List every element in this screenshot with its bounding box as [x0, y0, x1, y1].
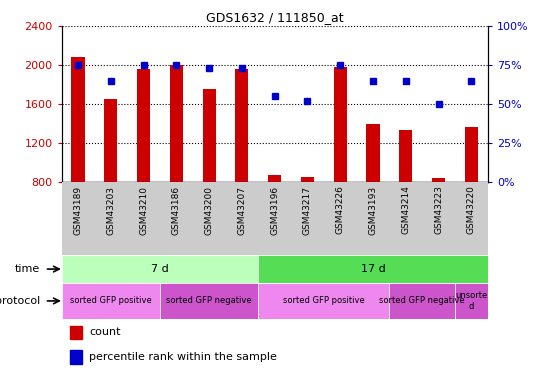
Text: sorted GFP positive: sorted GFP positive — [70, 296, 152, 305]
Bar — [399, 130, 412, 182]
Bar — [62, 255, 258, 283]
Text: GSM43226: GSM43226 — [336, 186, 345, 234]
Text: count: count — [90, 327, 121, 338]
Text: time: time — [15, 264, 40, 274]
Bar — [70, 350, 82, 364]
Bar — [170, 65, 183, 182]
Bar — [268, 175, 281, 182]
Bar — [432, 178, 445, 182]
Text: protocol: protocol — [0, 296, 40, 306]
Text: GSM43186: GSM43186 — [172, 186, 181, 235]
Bar — [258, 255, 488, 283]
Bar — [235, 69, 249, 182]
Title: GDS1632 / 111850_at: GDS1632 / 111850_at — [206, 11, 344, 24]
Text: GSM43214: GSM43214 — [401, 186, 411, 234]
Text: GSM43207: GSM43207 — [237, 186, 247, 234]
Text: unsorte
d: unsorte d — [455, 291, 488, 310]
Text: sorted GFP positive: sorted GFP positive — [283, 296, 364, 305]
Bar — [137, 69, 150, 182]
Text: sorted GFP negative: sorted GFP negative — [379, 296, 465, 305]
Text: GSM43193: GSM43193 — [369, 186, 377, 235]
Bar — [160, 283, 258, 319]
Text: GSM43223: GSM43223 — [434, 186, 443, 234]
Text: GSM43217: GSM43217 — [303, 186, 312, 234]
Bar — [367, 124, 379, 182]
Text: GSM43203: GSM43203 — [106, 186, 115, 234]
Bar — [390, 283, 455, 319]
Bar — [71, 57, 85, 182]
Bar — [258, 283, 390, 319]
Bar — [62, 283, 160, 319]
Text: sorted GFP negative: sorted GFP negative — [166, 296, 252, 305]
Bar — [70, 326, 82, 339]
Bar — [334, 67, 347, 182]
Text: percentile rank within the sample: percentile rank within the sample — [90, 352, 277, 362]
Text: GSM43210: GSM43210 — [139, 186, 148, 234]
Text: GSM43189: GSM43189 — [73, 186, 83, 235]
Text: 7 d: 7 d — [151, 264, 169, 274]
Bar — [455, 283, 488, 319]
Text: GSM43196: GSM43196 — [270, 186, 279, 235]
Bar — [104, 99, 117, 182]
Bar — [301, 177, 314, 182]
Bar — [465, 128, 478, 182]
Bar — [203, 90, 215, 182]
Text: GSM43200: GSM43200 — [205, 186, 214, 234]
Text: 17 d: 17 d — [361, 264, 385, 274]
Text: GSM43220: GSM43220 — [467, 186, 476, 234]
